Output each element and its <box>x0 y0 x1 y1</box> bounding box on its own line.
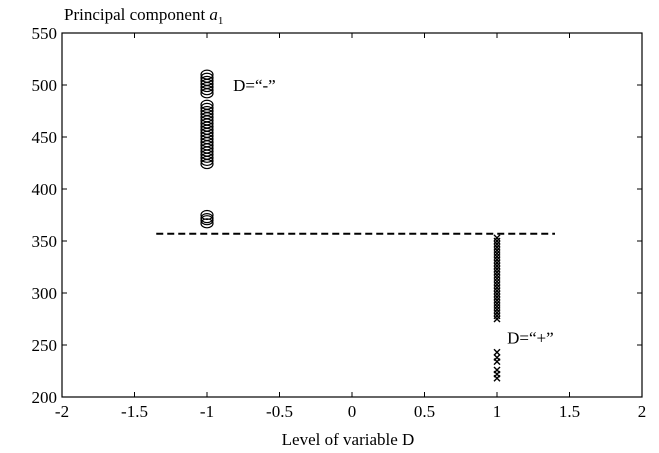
x-tick-label: 2 <box>638 402 647 421</box>
x-marker <box>493 278 501 286</box>
x-marker <box>493 268 501 276</box>
axis-ticks: -2 -1.5 -1 -0.5 0 0.5 1 1.5 2 200 250 300 350 400 450 5… <box>32 24 647 421</box>
x-marker <box>493 306 501 314</box>
x-tick-label: -0.5 <box>266 402 293 421</box>
x-marker <box>493 253 501 261</box>
annotation-label: D=“+” <box>507 329 554 348</box>
x-marker <box>493 271 501 279</box>
y-axis-label-sub: 1 <box>218 15 224 27</box>
x-marker <box>493 237 501 245</box>
x-marker <box>493 274 501 282</box>
x-marker-stroke <box>493 234 501 242</box>
y-tick-label: 250 <box>32 336 58 355</box>
x-tick-label: -1 <box>200 402 214 421</box>
plot-border <box>61 32 643 398</box>
circle-marker <box>200 69 214 80</box>
x-tick-label: -1.5 <box>121 402 148 421</box>
y-tick-label: 300 <box>32 284 58 303</box>
x-marker <box>493 296 501 304</box>
x-marker <box>493 303 501 311</box>
y-axis-label-var: a <box>209 5 218 24</box>
circle-marker <box>200 72 214 83</box>
circle-marker <box>200 75 214 86</box>
circle-marker <box>200 102 214 113</box>
x-marker <box>493 234 501 242</box>
y-axis-label: Principal component a1 <box>64 5 223 27</box>
data-markers <box>200 69 501 382</box>
x-marker <box>493 246 501 254</box>
circle-marker <box>200 99 214 110</box>
x-tick-label: 1 <box>493 402 502 421</box>
x-marker <box>493 287 501 295</box>
x-marker <box>493 262 501 270</box>
circle-marker <box>200 105 214 117</box>
y-tick-label: 500 <box>32 76 58 95</box>
x-marker <box>493 299 501 307</box>
annotation-label: D=“-” <box>233 76 276 95</box>
x-marker <box>493 290 501 298</box>
x-marker-stroke <box>493 348 501 356</box>
x-marker <box>493 309 501 317</box>
x-axis-label: Level of variable D <box>282 430 415 449</box>
y-tick-label: 450 <box>32 128 58 147</box>
y-tick-label: 200 <box>32 388 58 407</box>
x-marker <box>493 366 501 374</box>
x-marker <box>493 249 501 257</box>
x-marker <box>493 348 501 356</box>
x-marker <box>493 265 501 273</box>
x-tick-label: -2 <box>55 402 69 421</box>
circle-marker <box>200 218 214 229</box>
circle-marker <box>200 209 214 221</box>
y-tick-label: 400 <box>32 180 58 199</box>
annotations: D=“-” D=“+” <box>233 76 554 348</box>
x-marker <box>493 243 501 251</box>
y-axis-label-prefix: Principal component <box>64 5 209 24</box>
x-marker <box>493 293 501 301</box>
x-tick-label: 0 <box>348 402 357 421</box>
x-marker <box>493 312 501 320</box>
circle-marker <box>200 213 214 224</box>
y-tick-label: 550 <box>32 24 58 43</box>
x-marker-stroke <box>493 353 501 361</box>
plot-frame <box>61 32 643 398</box>
x-marker-stroke <box>493 366 501 374</box>
x-marker <box>493 353 501 361</box>
x-marker <box>493 240 501 248</box>
y-tick-label: 350 <box>32 232 58 251</box>
x-marker <box>493 281 501 289</box>
x-marker <box>493 284 501 292</box>
x-tick-label: 0.5 <box>414 402 435 421</box>
x-marker <box>493 315 501 323</box>
x-marker <box>493 259 501 267</box>
x-marker <box>493 256 501 264</box>
x-tick-label: 1.5 <box>559 402 580 421</box>
